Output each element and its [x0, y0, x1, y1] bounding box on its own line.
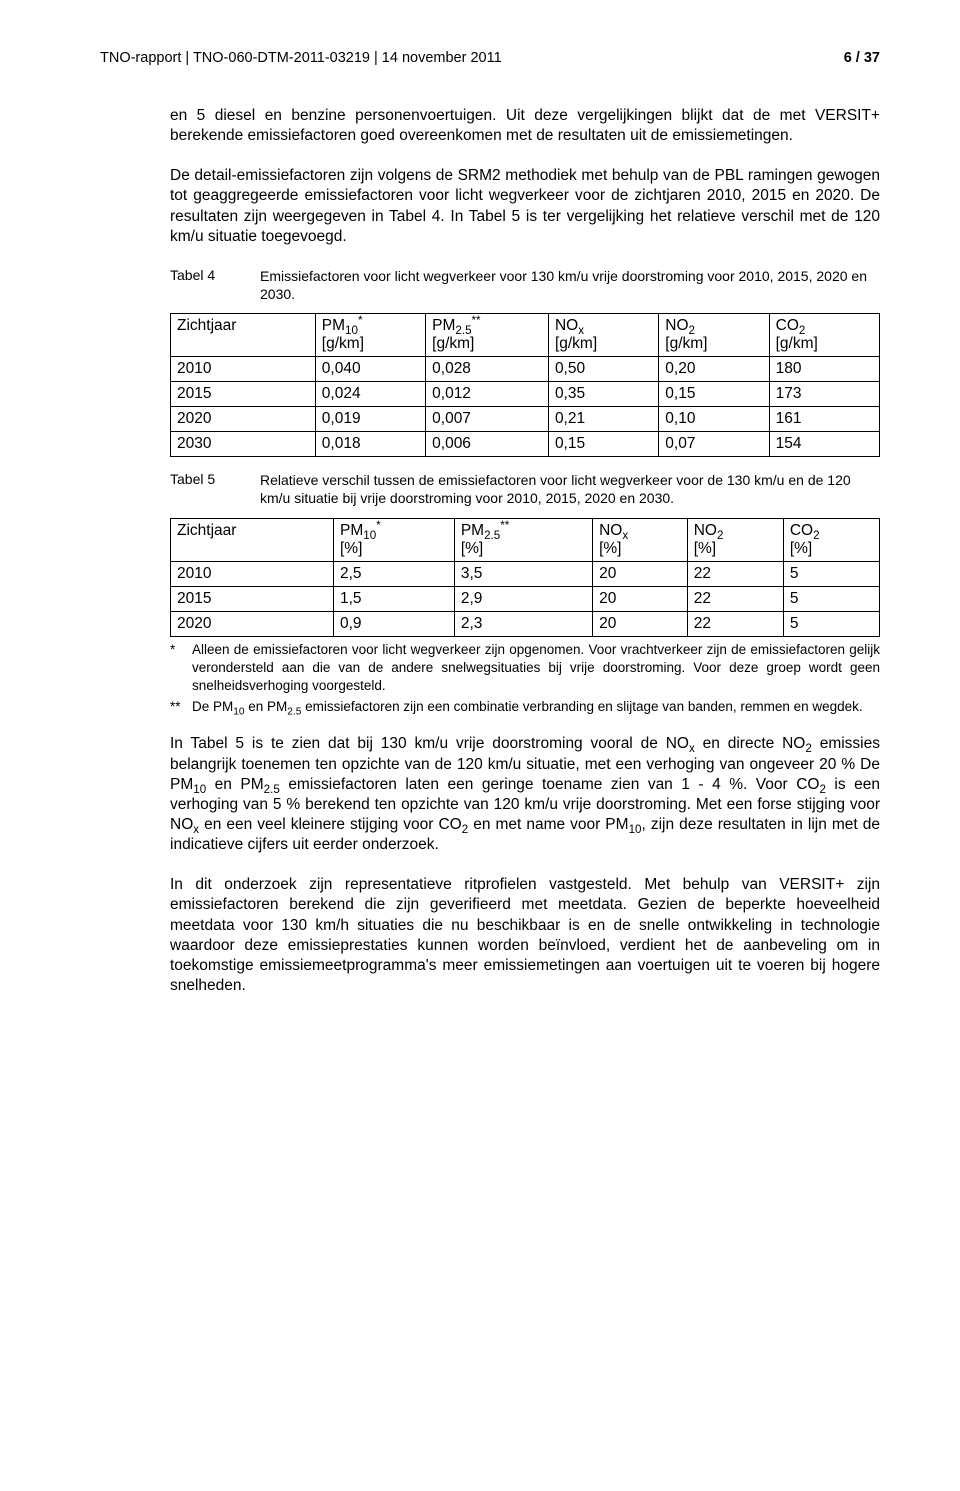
paragraph-2: De detail-emissiefactoren zijn volgens d… — [170, 166, 880, 247]
cell: 5 — [783, 561, 879, 586]
cell: 0,012 — [426, 382, 549, 407]
cell: 0,15 — [659, 382, 769, 407]
cell: 2020 — [171, 407, 316, 432]
paragraph-4: In dit onderzoek zijn representatieve ri… — [170, 875, 880, 996]
table4-caption: Emissiefactoren voor licht wegverkeer vo… — [260, 267, 880, 303]
cell: 2,9 — [454, 586, 592, 611]
cell: 22 — [687, 561, 783, 586]
table5-caption: Relatieve verschil tussen de emissiefact… — [260, 471, 880, 507]
cell: 2015 — [171, 382, 316, 407]
table4-header-row: Zichtjaar PM10*[g/km] PM2.5**[g/km] NOx[… — [171, 314, 880, 357]
cell: 0,35 — [548, 382, 658, 407]
cell: 20 — [593, 611, 688, 636]
cell: 2010 — [171, 357, 316, 382]
cell: 0,50 — [548, 357, 658, 382]
footnote-2: ** De PM10 en PM2.5 emissiefactoren zijn… — [170, 698, 880, 716]
table-row: 2010 2,5 3,5 20 22 5 — [171, 561, 880, 586]
footnote-2-mark: ** — [170, 698, 192, 716]
cell: 22 — [687, 611, 783, 636]
paragraph-1: en 5 diesel en benzine personenvoertuige… — [170, 106, 880, 146]
table4: Zichtjaar PM10*[g/km] PM2.5**[g/km] NOx[… — [170, 313, 880, 457]
cell: 0,019 — [315, 407, 425, 432]
paragraph-3: In Tabel 5 is te zien dat bij 130 km/u v… — [170, 734, 880, 855]
cell: 0,21 — [548, 407, 658, 432]
cell: 0,10 — [659, 407, 769, 432]
table4-caption-row: Tabel 4 Emissiefactoren voor licht wegve… — [170, 267, 880, 303]
table5-h1: PM10*[%] — [334, 518, 455, 561]
footnote-1-text: Alleen de emissiefactoren voor licht weg… — [192, 641, 880, 696]
table-row: 2010 0,040 0,028 0,50 0,20 180 — [171, 357, 880, 382]
cell: 2030 — [171, 432, 316, 457]
cell: 0,024 — [315, 382, 425, 407]
cell: 5 — [783, 586, 879, 611]
footnote-1: * Alleen de emissiefactoren voor licht w… — [170, 641, 880, 696]
table4-h2: PM2.5**[g/km] — [426, 314, 549, 357]
cell: 173 — [769, 382, 879, 407]
cell: 2010 — [171, 561, 334, 586]
cell: 1,5 — [334, 586, 455, 611]
table-row: 2030 0,018 0,006 0,15 0,07 154 — [171, 432, 880, 457]
table4-h3: NOx[g/km] — [548, 314, 658, 357]
footnote-2-text: De PM10 en PM2.5 emissiefactoren zijn ee… — [192, 698, 863, 716]
cell: 154 — [769, 432, 879, 457]
cell: 22 — [687, 586, 783, 611]
cell: 0,028 — [426, 357, 549, 382]
document-page: TNO-rapport | TNO-060-DTM-2011-03219 | 1… — [0, 0, 960, 1076]
cell: 2020 — [171, 611, 334, 636]
cell: 20 — [593, 561, 688, 586]
table5-h4: NO2[%] — [687, 518, 783, 561]
cell: 0,007 — [426, 407, 549, 432]
cell: 161 — [769, 407, 879, 432]
cell: 2,5 — [334, 561, 455, 586]
table5-label: Tabel 5 — [170, 471, 260, 507]
table5-h3: NOx[%] — [593, 518, 688, 561]
cell: 3,5 — [454, 561, 592, 586]
table5-caption-row: Tabel 5 Relatieve verschil tussen de emi… — [170, 471, 880, 507]
table-footnotes: * Alleen de emissiefactoren voor licht w… — [170, 641, 880, 717]
page-header: TNO-rapport | TNO-060-DTM-2011-03219 | 1… — [100, 50, 880, 66]
table5: Zichtjaar PM10*[%] PM2.5**[%] NOx[%] NO2… — [170, 518, 880, 637]
table4-label: Tabel 4 — [170, 267, 260, 303]
table4-h0: Zichtjaar — [171, 314, 316, 357]
cell: 0,040 — [315, 357, 425, 382]
table4-h1: PM10*[g/km] — [315, 314, 425, 357]
header-page-number: 6 / 37 — [844, 50, 880, 66]
cell: 2,3 — [454, 611, 592, 636]
cell: 0,07 — [659, 432, 769, 457]
cell: 0,15 — [548, 432, 658, 457]
table-row: 2015 1,5 2,9 20 22 5 — [171, 586, 880, 611]
cell: 180 — [769, 357, 879, 382]
cell: 5 — [783, 611, 879, 636]
table4-h4: NO2[g/km] — [659, 314, 769, 357]
header-report-ref: TNO-rapport | TNO-060-DTM-2011-03219 | 1… — [100, 50, 502, 66]
table4-h5: CO2[g/km] — [769, 314, 879, 357]
table5-h2: PM2.5**[%] — [454, 518, 592, 561]
cell: 20 — [593, 586, 688, 611]
cell: 2015 — [171, 586, 334, 611]
table-row: 2020 0,019 0,007 0,21 0,10 161 — [171, 407, 880, 432]
cell: 0,9 — [334, 611, 455, 636]
cell: 0,20 — [659, 357, 769, 382]
cell: 0,006 — [426, 432, 549, 457]
table5-h5: CO2[%] — [783, 518, 879, 561]
table5-h0: Zichtjaar — [171, 518, 334, 561]
table5-header-row: Zichtjaar PM10*[%] PM2.5**[%] NOx[%] NO2… — [171, 518, 880, 561]
footnote-1-mark: * — [170, 641, 192, 696]
cell: 0,018 — [315, 432, 425, 457]
table-row: 2015 0,024 0,012 0,35 0,15 173 — [171, 382, 880, 407]
table-row: 2020 0,9 2,3 20 22 5 — [171, 611, 880, 636]
